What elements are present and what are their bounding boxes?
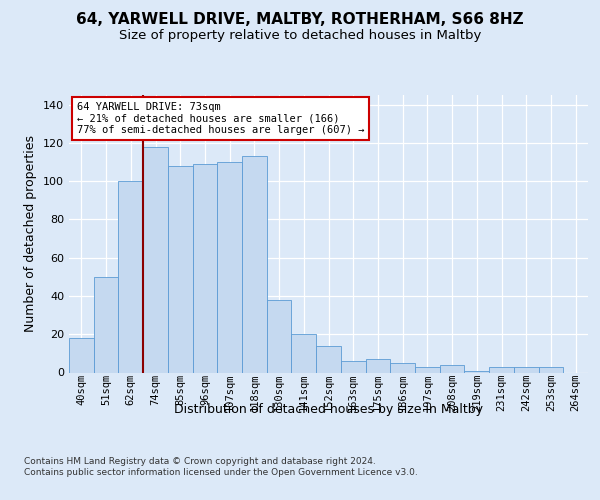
Text: Contains HM Land Registry data © Crown copyright and database right 2024.
Contai: Contains HM Land Registry data © Crown c… bbox=[24, 458, 418, 477]
Bar bbox=[267, 300, 292, 372]
Bar bbox=[143, 146, 168, 372]
Bar bbox=[316, 346, 341, 372]
Text: Distribution of detached houses by size in Maltby: Distribution of detached houses by size … bbox=[174, 402, 483, 415]
Bar bbox=[242, 156, 267, 372]
Bar bbox=[168, 166, 193, 372]
Bar bbox=[341, 361, 365, 372]
Bar bbox=[193, 164, 217, 372]
Bar bbox=[514, 367, 539, 372]
Bar bbox=[464, 370, 489, 372]
Bar bbox=[390, 363, 415, 372]
Bar bbox=[292, 334, 316, 372]
Bar bbox=[539, 367, 563, 372]
Bar bbox=[94, 277, 118, 372]
Text: 64, YARWELL DRIVE, MALTBY, ROTHERHAM, S66 8HZ: 64, YARWELL DRIVE, MALTBY, ROTHERHAM, S6… bbox=[76, 12, 524, 28]
Bar bbox=[489, 367, 514, 372]
Y-axis label: Number of detached properties: Number of detached properties bbox=[25, 135, 37, 332]
Bar bbox=[118, 181, 143, 372]
Bar bbox=[69, 338, 94, 372]
Text: 64 YARWELL DRIVE: 73sqm
← 21% of detached houses are smaller (166)
77% of semi-d: 64 YARWELL DRIVE: 73sqm ← 21% of detache… bbox=[77, 102, 364, 135]
Bar bbox=[365, 359, 390, 372]
Bar bbox=[217, 162, 242, 372]
Bar bbox=[440, 365, 464, 372]
Bar bbox=[415, 367, 440, 372]
Text: Size of property relative to detached houses in Maltby: Size of property relative to detached ho… bbox=[119, 29, 481, 42]
